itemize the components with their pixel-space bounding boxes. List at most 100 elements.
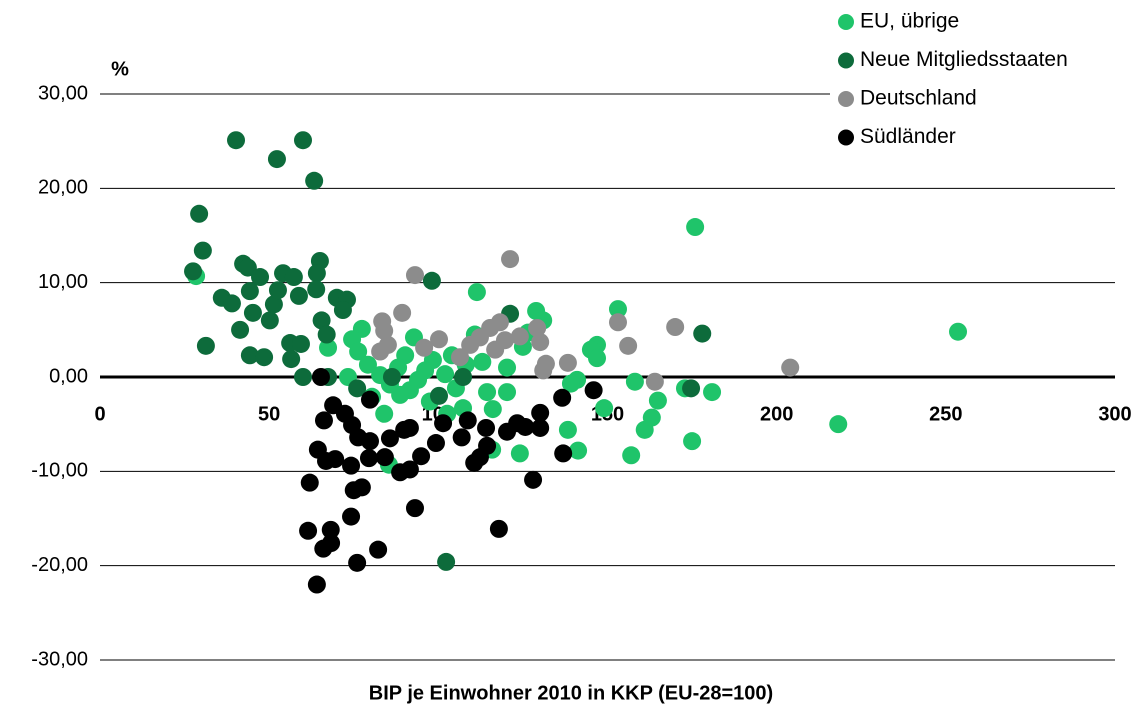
point <box>666 318 685 337</box>
point <box>781 358 800 377</box>
point <box>378 335 397 354</box>
point <box>282 350 301 369</box>
legend-marker <box>838 14 854 30</box>
point <box>375 448 394 467</box>
point <box>619 336 638 355</box>
point <box>184 262 203 281</box>
point <box>369 540 388 559</box>
point <box>501 250 520 269</box>
point <box>422 271 441 290</box>
point <box>324 396 343 415</box>
point <box>307 264 326 283</box>
point <box>528 318 547 337</box>
point <box>267 150 286 169</box>
point <box>349 342 368 361</box>
y-tick-label: 10,00 <box>38 271 88 293</box>
point <box>400 418 419 437</box>
legend-marker <box>838 52 854 69</box>
point <box>437 552 456 571</box>
point <box>426 434 445 453</box>
point <box>251 268 270 287</box>
point <box>405 499 424 518</box>
point <box>307 280 326 299</box>
y-tick-label: -30,00 <box>31 648 88 670</box>
point <box>190 204 209 223</box>
point <box>308 440 327 459</box>
x-tick-label: 300 <box>1098 403 1131 425</box>
point <box>240 346 259 365</box>
point <box>534 361 553 380</box>
point <box>243 303 262 322</box>
legend-label: Südländer <box>860 125 956 148</box>
point <box>412 447 431 466</box>
point <box>284 268 303 287</box>
point <box>322 534 341 553</box>
point <box>222 294 241 313</box>
point <box>478 383 497 402</box>
point <box>452 428 471 447</box>
point <box>375 321 394 340</box>
point <box>645 372 664 391</box>
point <box>531 403 550 422</box>
x-tick-label: 50 <box>258 403 280 425</box>
point <box>359 449 378 468</box>
point <box>524 470 543 489</box>
point <box>454 368 473 386</box>
point <box>193 241 212 260</box>
point <box>483 400 502 419</box>
point <box>405 266 424 285</box>
point <box>608 300 627 319</box>
point <box>588 349 607 368</box>
point <box>477 418 496 437</box>
point <box>294 131 312 150</box>
point <box>196 336 215 355</box>
y-axis-label: % <box>111 58 129 80</box>
point <box>489 519 508 538</box>
point <box>569 441 588 460</box>
point <box>321 520 340 539</box>
legend: EU, übrige Neue Mitgliedsstaaten Deutschla… <box>830 2 1143 158</box>
point <box>498 358 517 377</box>
legend-label: Deutschland <box>860 87 977 110</box>
point <box>400 460 419 479</box>
y-tick-label: -20,00 <box>31 554 88 576</box>
point <box>343 416 362 435</box>
legend-marker <box>838 129 854 146</box>
point <box>311 368 330 386</box>
point <box>317 325 336 344</box>
point <box>561 374 580 393</box>
point <box>348 553 367 572</box>
point <box>360 390 379 409</box>
point <box>608 313 627 332</box>
point <box>352 478 371 497</box>
point <box>510 444 529 463</box>
point <box>430 330 449 349</box>
point <box>531 333 550 352</box>
point <box>305 171 324 190</box>
point <box>342 456 361 475</box>
point <box>473 352 492 371</box>
point <box>264 295 283 314</box>
point <box>450 348 469 367</box>
point <box>693 324 712 343</box>
point <box>289 286 308 305</box>
point <box>348 379 367 398</box>
point <box>434 414 453 433</box>
point <box>467 283 486 302</box>
legend-marker <box>838 91 854 107</box>
point <box>531 418 550 437</box>
y-tick-label: 20,00 <box>38 177 88 199</box>
point <box>312 311 331 330</box>
point <box>553 388 572 407</box>
point <box>829 415 848 434</box>
point <box>380 429 399 448</box>
point <box>299 521 318 540</box>
point <box>648 391 667 410</box>
series <box>299 368 603 594</box>
point <box>625 372 644 391</box>
point <box>319 338 338 357</box>
point <box>430 386 449 405</box>
point <box>291 334 310 353</box>
point <box>703 383 722 402</box>
